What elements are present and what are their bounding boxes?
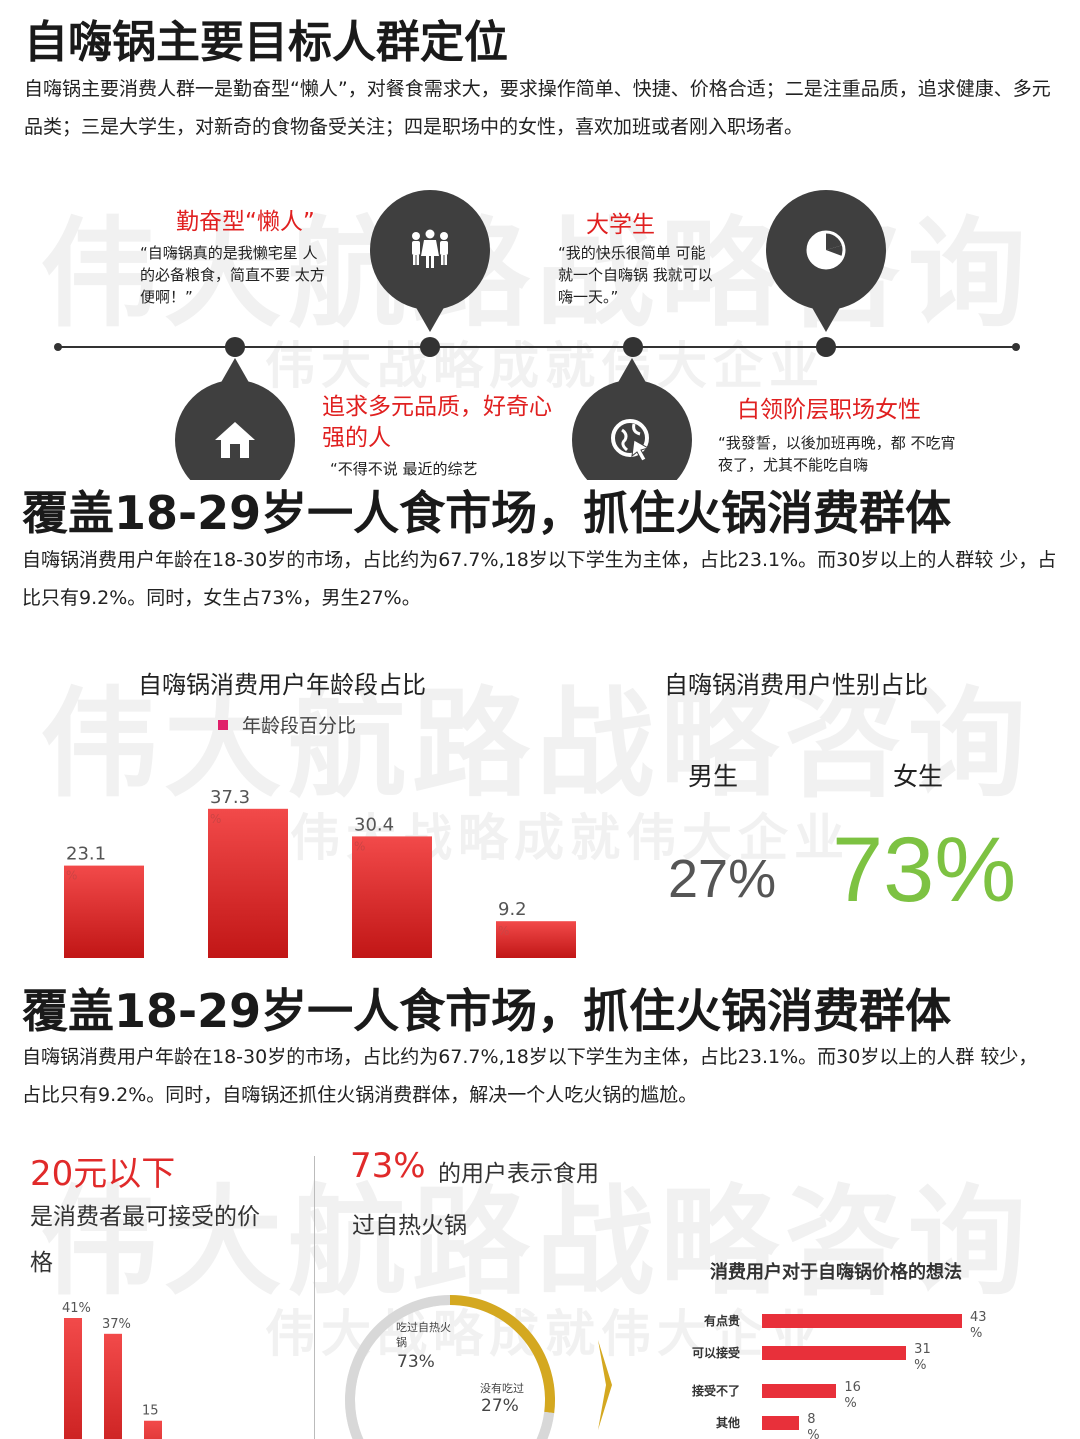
segment-title: 追求多元品质，好奇心强的人 <box>322 394 552 451</box>
price-bar-chart: 41%37%156 <box>62 1301 162 1439</box>
users-text: 的用户表示食用过自热火锅 <box>352 1161 599 1239</box>
legend-swatch <box>218 720 228 730</box>
age-bar <box>496 921 576 958</box>
timeline-dot <box>816 337 836 357</box>
hbar-bar <box>762 1416 800 1430</box>
hbar-value: 8% <box>807 1412 820 1439</box>
timeline-dot <box>623 337 643 357</box>
price-bar <box>144 1420 162 1439</box>
globe-cursor-icon <box>611 419 650 462</box>
hbar-category: 其他 <box>715 1416 740 1430</box>
donut-label-b: 没有吃过 <box>480 1382 524 1395</box>
hbar-bar <box>762 1384 837 1398</box>
segment-pin <box>766 190 886 332</box>
timeline-dot <box>420 337 440 357</box>
age-bar-chart: 23.1% 37.3% 30.4% 9.2% <box>64 787 576 958</box>
segment-pin <box>175 358 295 480</box>
age-bar-value: 37.3 <box>210 787 250 808</box>
hbar-title: 消费用户对于自嗨锅价格的想法 <box>710 1262 962 1283</box>
segment-quote: “自嗨锅真的是我懒宅星 人的必备粮食，简直不要 太方便啊！” <box>140 244 325 306</box>
age-bar-unit: % <box>354 839 365 853</box>
timeline-dot <box>225 337 245 357</box>
price-bar-value: 41% <box>62 1301 91 1316</box>
hbar-bar <box>762 1314 962 1328</box>
female-percentage: 73% <box>832 819 1017 921</box>
hbar-category: 可以接受 <box>691 1346 740 1360</box>
timeline-end <box>1012 343 1020 351</box>
price-bar <box>64 1318 82 1439</box>
donut-chart <box>345 1295 612 1439</box>
bottom-pins-clip <box>150 355 710 480</box>
section2-title: 覆盖18-29岁一人食市场，抓住火锅消费群体 <box>22 486 952 540</box>
donut-slice <box>345 1295 555 1439</box>
hbar-value: 31% <box>914 1342 931 1373</box>
price-bar <box>104 1333 122 1439</box>
donut-arrow <box>598 1340 612 1430</box>
segment-title: 勤奋型“懒人” <box>176 209 315 235</box>
divider <box>314 1156 315 1439</box>
male-percentage: 27% <box>668 849 777 909</box>
hbar-value: 16% <box>844 1380 861 1411</box>
price-opinion-chart: 有点贵 43% 可以接受 31% 接受不了 16% 其他 8% <box>660 1300 1070 1439</box>
price-bar-value: 15 <box>142 1404 159 1419</box>
donut-value-a: 73% <box>397 1352 435 1372</box>
section3-text: 自嗨锅消费用户年龄在18-30岁的市场，占比约为67.7%,18岁以下学生为主体… <box>22 1046 1038 1106</box>
donut-value-b: 27% <box>481 1396 519 1416</box>
female-label: 女生 <box>893 762 944 791</box>
age-bar-unit: % <box>210 812 221 826</box>
male-label: 男生 <box>688 762 739 791</box>
section1-title: 自嗨锅主要目标人群定位 <box>24 17 508 68</box>
age-bar <box>64 865 144 958</box>
segment-title: 白领阶层职场女性 <box>737 397 921 423</box>
age-bar-value: 9.2 <box>498 899 527 920</box>
segment-quote: “我發誓，以後加班再晚，都 不吃宵夜了，尤其不能吃自嗨 <box>718 434 956 474</box>
house-icon <box>215 422 255 458</box>
section3-title: 覆盖18-29岁一人食市场，抓住火锅消费群体 <box>22 984 952 1038</box>
age-bar-value: 30.4 <box>354 814 394 835</box>
hbar-bar <box>762 1346 907 1360</box>
timeline-line <box>58 346 1018 348</box>
people-group-icon <box>412 229 448 268</box>
donut-label-a: 吃过自热火锅 <box>396 1321 451 1349</box>
timeline-start <box>54 343 62 351</box>
segment-quote: “我的快乐很简单 可能就一个自嗨锅 我就可以嗨一天。” <box>558 244 713 306</box>
gender-chart-title: 自嗨锅消费用户性别占比 <box>664 671 928 699</box>
legend-label: 年龄段百分比 <box>242 715 357 737</box>
watermark: 伟大航路战略咨询 <box>40 675 1033 813</box>
segment-title: 大学生 <box>586 212 655 238</box>
watermark: 伟大航路战略咨询 <box>40 1173 1033 1311</box>
price-highlight: 20元以下 <box>30 1154 176 1194</box>
hbar-category: 接受不了 <box>691 1384 740 1398</box>
age-bar <box>208 808 288 958</box>
segment-pin <box>572 358 692 480</box>
age-bar-unit: % <box>498 924 509 938</box>
age-chart-title: 自嗨锅消费用户年龄段占比 <box>138 671 426 699</box>
hbar-category: 有点贵 <box>703 1314 740 1328</box>
donut-slice <box>449 1295 555 1414</box>
section1-text: 自嗨锅主要消费人群一是勤奋型“懒人”，对餐食需求大，要求操作简单、快捷、价格合适… <box>24 78 1051 138</box>
segment-quote: “不得不说 最近的综艺 <box>330 460 478 478</box>
price-bar-value: 37% <box>102 1317 131 1332</box>
users-highlight: 73% <box>350 1146 426 1186</box>
hbar-value: 43% <box>970 1310 987 1341</box>
section2-text: 自嗨锅消费用户年龄在18-30岁的市场，占比约为67.7%,18岁以下学生为主体… <box>22 549 1057 609</box>
age-bar-unit: % <box>66 869 77 883</box>
age-bar <box>352 836 432 958</box>
pie-chart-icon <box>806 230 846 270</box>
price-text: 是消费者最可接受的价格 <box>30 1204 260 1276</box>
segment-pin <box>370 190 490 332</box>
age-bar-value: 23.1 <box>66 844 106 865</box>
